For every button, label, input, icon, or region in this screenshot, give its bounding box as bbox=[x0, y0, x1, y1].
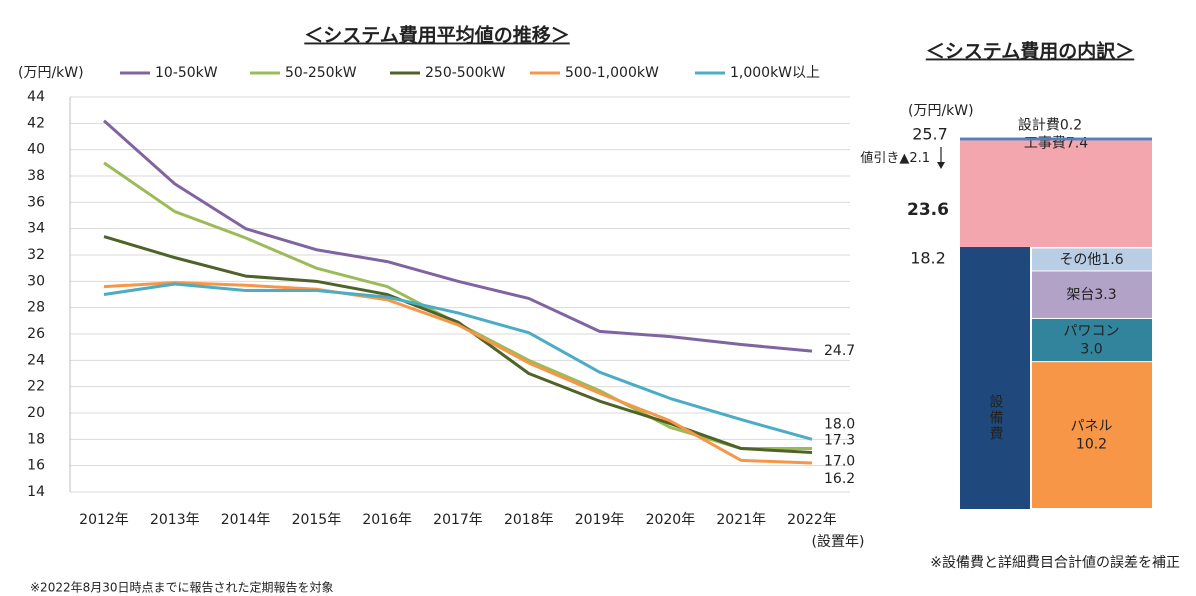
y-tick-label: 14 bbox=[27, 484, 45, 500]
y-tick-label: 18 bbox=[27, 431, 45, 447]
y-tick-label: 34 bbox=[27, 221, 45, 237]
segment-name: 架台 bbox=[1066, 287, 1094, 303]
series-line bbox=[103, 119, 813, 353]
x-tick-label: 2018年 bbox=[504, 512, 554, 528]
x-tick-label: 2012年 bbox=[79, 512, 129, 528]
series-line bbox=[103, 282, 813, 441]
series-line bbox=[103, 281, 813, 465]
segment-name: 設計費 bbox=[1018, 118, 1060, 134]
x-tick-label: 2014年 bbox=[221, 512, 271, 528]
note: ※設備費と詳細費目合計値の誤差を補正 bbox=[930, 555, 1180, 571]
y-tick-label: 40 bbox=[27, 142, 45, 158]
segment-value: 10.2 bbox=[1076, 437, 1107, 453]
x-tick-label: 2022年 bbox=[787, 512, 837, 528]
net-total-label: 23.6 bbox=[907, 200, 949, 220]
segment-label: その他1.6 bbox=[1059, 252, 1123, 268]
x-tick-label: 2013年 bbox=[150, 512, 200, 528]
y-tick-label: 16 bbox=[27, 458, 45, 474]
segment-name: パネル bbox=[1071, 419, 1113, 435]
data-label: 24.7 bbox=[824, 343, 855, 359]
discount-name: 値引き▲ bbox=[860, 150, 909, 166]
total-label: 18.2 bbox=[910, 248, 946, 267]
arrow-head bbox=[937, 162, 945, 169]
y-tick-label: 24 bbox=[27, 352, 45, 368]
y-tick-label: 30 bbox=[27, 273, 45, 289]
discount-value: 2.1 bbox=[909, 151, 930, 166]
segment-value: 0.2 bbox=[1060, 118, 1082, 134]
y-tick-label: 42 bbox=[27, 115, 45, 131]
y-tick-label: 32 bbox=[27, 247, 45, 263]
segment-value: 1.6 bbox=[1101, 252, 1123, 268]
x-tick-label: 2019年 bbox=[575, 512, 625, 528]
bar-segment bbox=[960, 137, 1152, 141]
footnote: ※2022年8月30日時点までに報告された定期報告を対象 bbox=[30, 580, 334, 595]
y-tick-label: 22 bbox=[27, 379, 45, 395]
y-tick-label: 44 bbox=[27, 89, 45, 105]
bar-segment bbox=[1032, 362, 1152, 508]
x-tick-label: 2021年 bbox=[716, 512, 766, 528]
x-tick-label: 2016年 bbox=[362, 512, 412, 528]
x-tick-label: 2015年 bbox=[292, 512, 342, 528]
legend-label: 500-1,000kW bbox=[565, 65, 659, 81]
segment-label: パネル 10.2 bbox=[1071, 419, 1113, 453]
discount-label: 値引き▲2.1 bbox=[860, 150, 930, 166]
data-label: 17.3 bbox=[824, 433, 855, 449]
legend-label: 50-250kW bbox=[285, 65, 357, 81]
bar-segment bbox=[1032, 318, 1152, 362]
data-label: 17.0 bbox=[824, 454, 855, 470]
y-tick-label: 28 bbox=[27, 300, 45, 316]
chart-title: ＜システム費用の内訳＞ bbox=[926, 40, 1134, 63]
y-tick-label: 26 bbox=[27, 326, 45, 342]
legend-label: 250-500kW bbox=[425, 65, 506, 81]
segment-name: パワコン bbox=[1064, 324, 1120, 340]
y-axis-label: (万円/kW) bbox=[908, 103, 974, 119]
x-tick-label: 2017年 bbox=[433, 512, 483, 528]
segment-label: 架台3.3 bbox=[1066, 287, 1116, 303]
segment-value: 3.0 bbox=[1080, 342, 1102, 358]
data-label: 18.0 bbox=[824, 416, 855, 432]
segment-value: 3.3 bbox=[1094, 287, 1116, 303]
bar-segment bbox=[1032, 248, 1152, 271]
segment-name: その他 bbox=[1059, 252, 1101, 268]
y-axis-label: (万円/kW) bbox=[18, 65, 84, 81]
series-line bbox=[103, 235, 813, 454]
bar-segment bbox=[960, 140, 1152, 247]
segment-label: 設計費0.2 bbox=[1018, 118, 1082, 134]
y-tick-label: 36 bbox=[27, 194, 45, 210]
segment-label: 設備費 bbox=[988, 394, 1004, 442]
bar-segment bbox=[960, 246, 1030, 509]
bar-segment bbox=[1032, 271, 1152, 318]
x-axis-label: (設置年) bbox=[812, 534, 865, 550]
y-tick-label: 38 bbox=[27, 168, 45, 184]
legend-label: 1,000kW以上 bbox=[730, 65, 820, 81]
chart-title: ＜システム費用平均値の推移＞ bbox=[304, 24, 569, 47]
legend-label: 10-50kW bbox=[155, 65, 218, 81]
gross-total-label: 25.7 bbox=[912, 125, 948, 144]
y-tick-label: 20 bbox=[27, 405, 45, 421]
x-tick-label: 2020年 bbox=[646, 512, 696, 528]
data-label: 16.2 bbox=[824, 471, 855, 487]
segment-label: パワコン 3.0 bbox=[1064, 324, 1120, 358]
